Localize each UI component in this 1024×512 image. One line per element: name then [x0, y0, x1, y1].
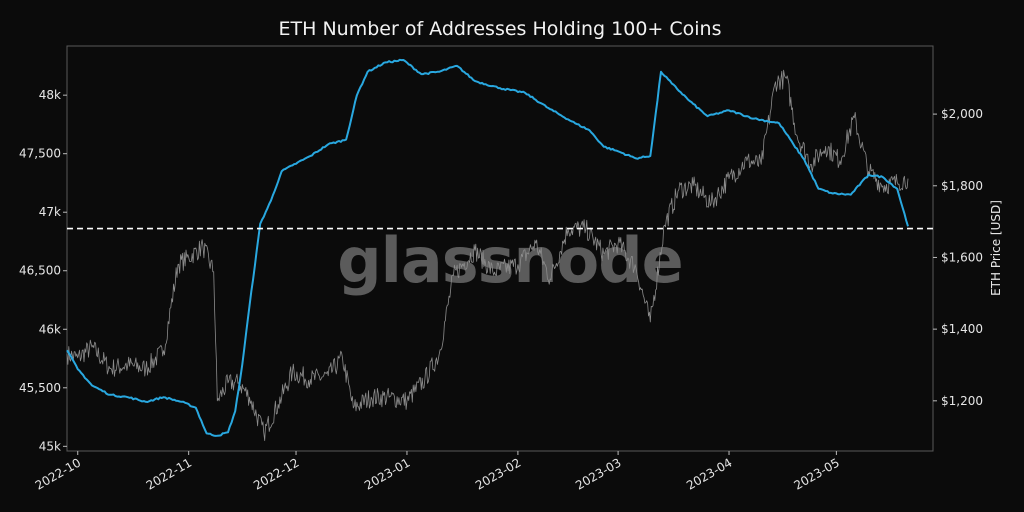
right-tick-label: $1,800	[941, 179, 983, 193]
left-tick-label: 45k	[39, 439, 61, 453]
x-tick-label: 2023-03	[573, 455, 623, 492]
watermark: glassnode	[337, 224, 682, 297]
left-tick-label: 47,500	[19, 147, 61, 161]
left-tick-label: 45,500	[19, 381, 61, 395]
x-tick-label: 2023-02	[473, 455, 523, 492]
x-tick-label: 2023-01	[362, 455, 412, 492]
right-tick-label: $1,200	[941, 394, 983, 408]
right-axis: $1,200 $1,400 $1,600 $1,800 $2,000	[933, 107, 983, 408]
x-axis: 2022-10 2022-11 2022-12 2023-01 2023-02 2023-…	[33, 451, 842, 493]
right-tick-label: $1,400	[941, 322, 983, 336]
left-tick-label: 48k	[39, 88, 61, 102]
x-tick-label: 2023-04	[684, 455, 734, 492]
left-tick-label: 46,500	[19, 264, 61, 278]
holders-line	[66, 58, 909, 437]
left-axis: 45k 45,500 46k 46,500 47k 47,500 48k	[19, 88, 67, 453]
left-tick-label: 47k	[39, 205, 61, 219]
chart-title: ETH Number of Addresses Holding 100+ Coi…	[279, 18, 722, 40]
holders-series-layer	[66, 58, 909, 437]
x-tick-label: 2022-10	[33, 455, 83, 492]
right-tick-label: $1,600	[941, 250, 983, 264]
x-tick-label: 2022-12	[251, 455, 301, 492]
x-tick-label: 2023-05	[791, 455, 841, 492]
right-tick-label: $2,000	[941, 107, 983, 121]
x-tick-label: 2022-11	[144, 455, 194, 492]
right-axis-title: ETH Price [USD]	[989, 200, 1003, 296]
plot-frame	[66, 45, 934, 452]
left-tick-label: 46k	[39, 322, 61, 336]
